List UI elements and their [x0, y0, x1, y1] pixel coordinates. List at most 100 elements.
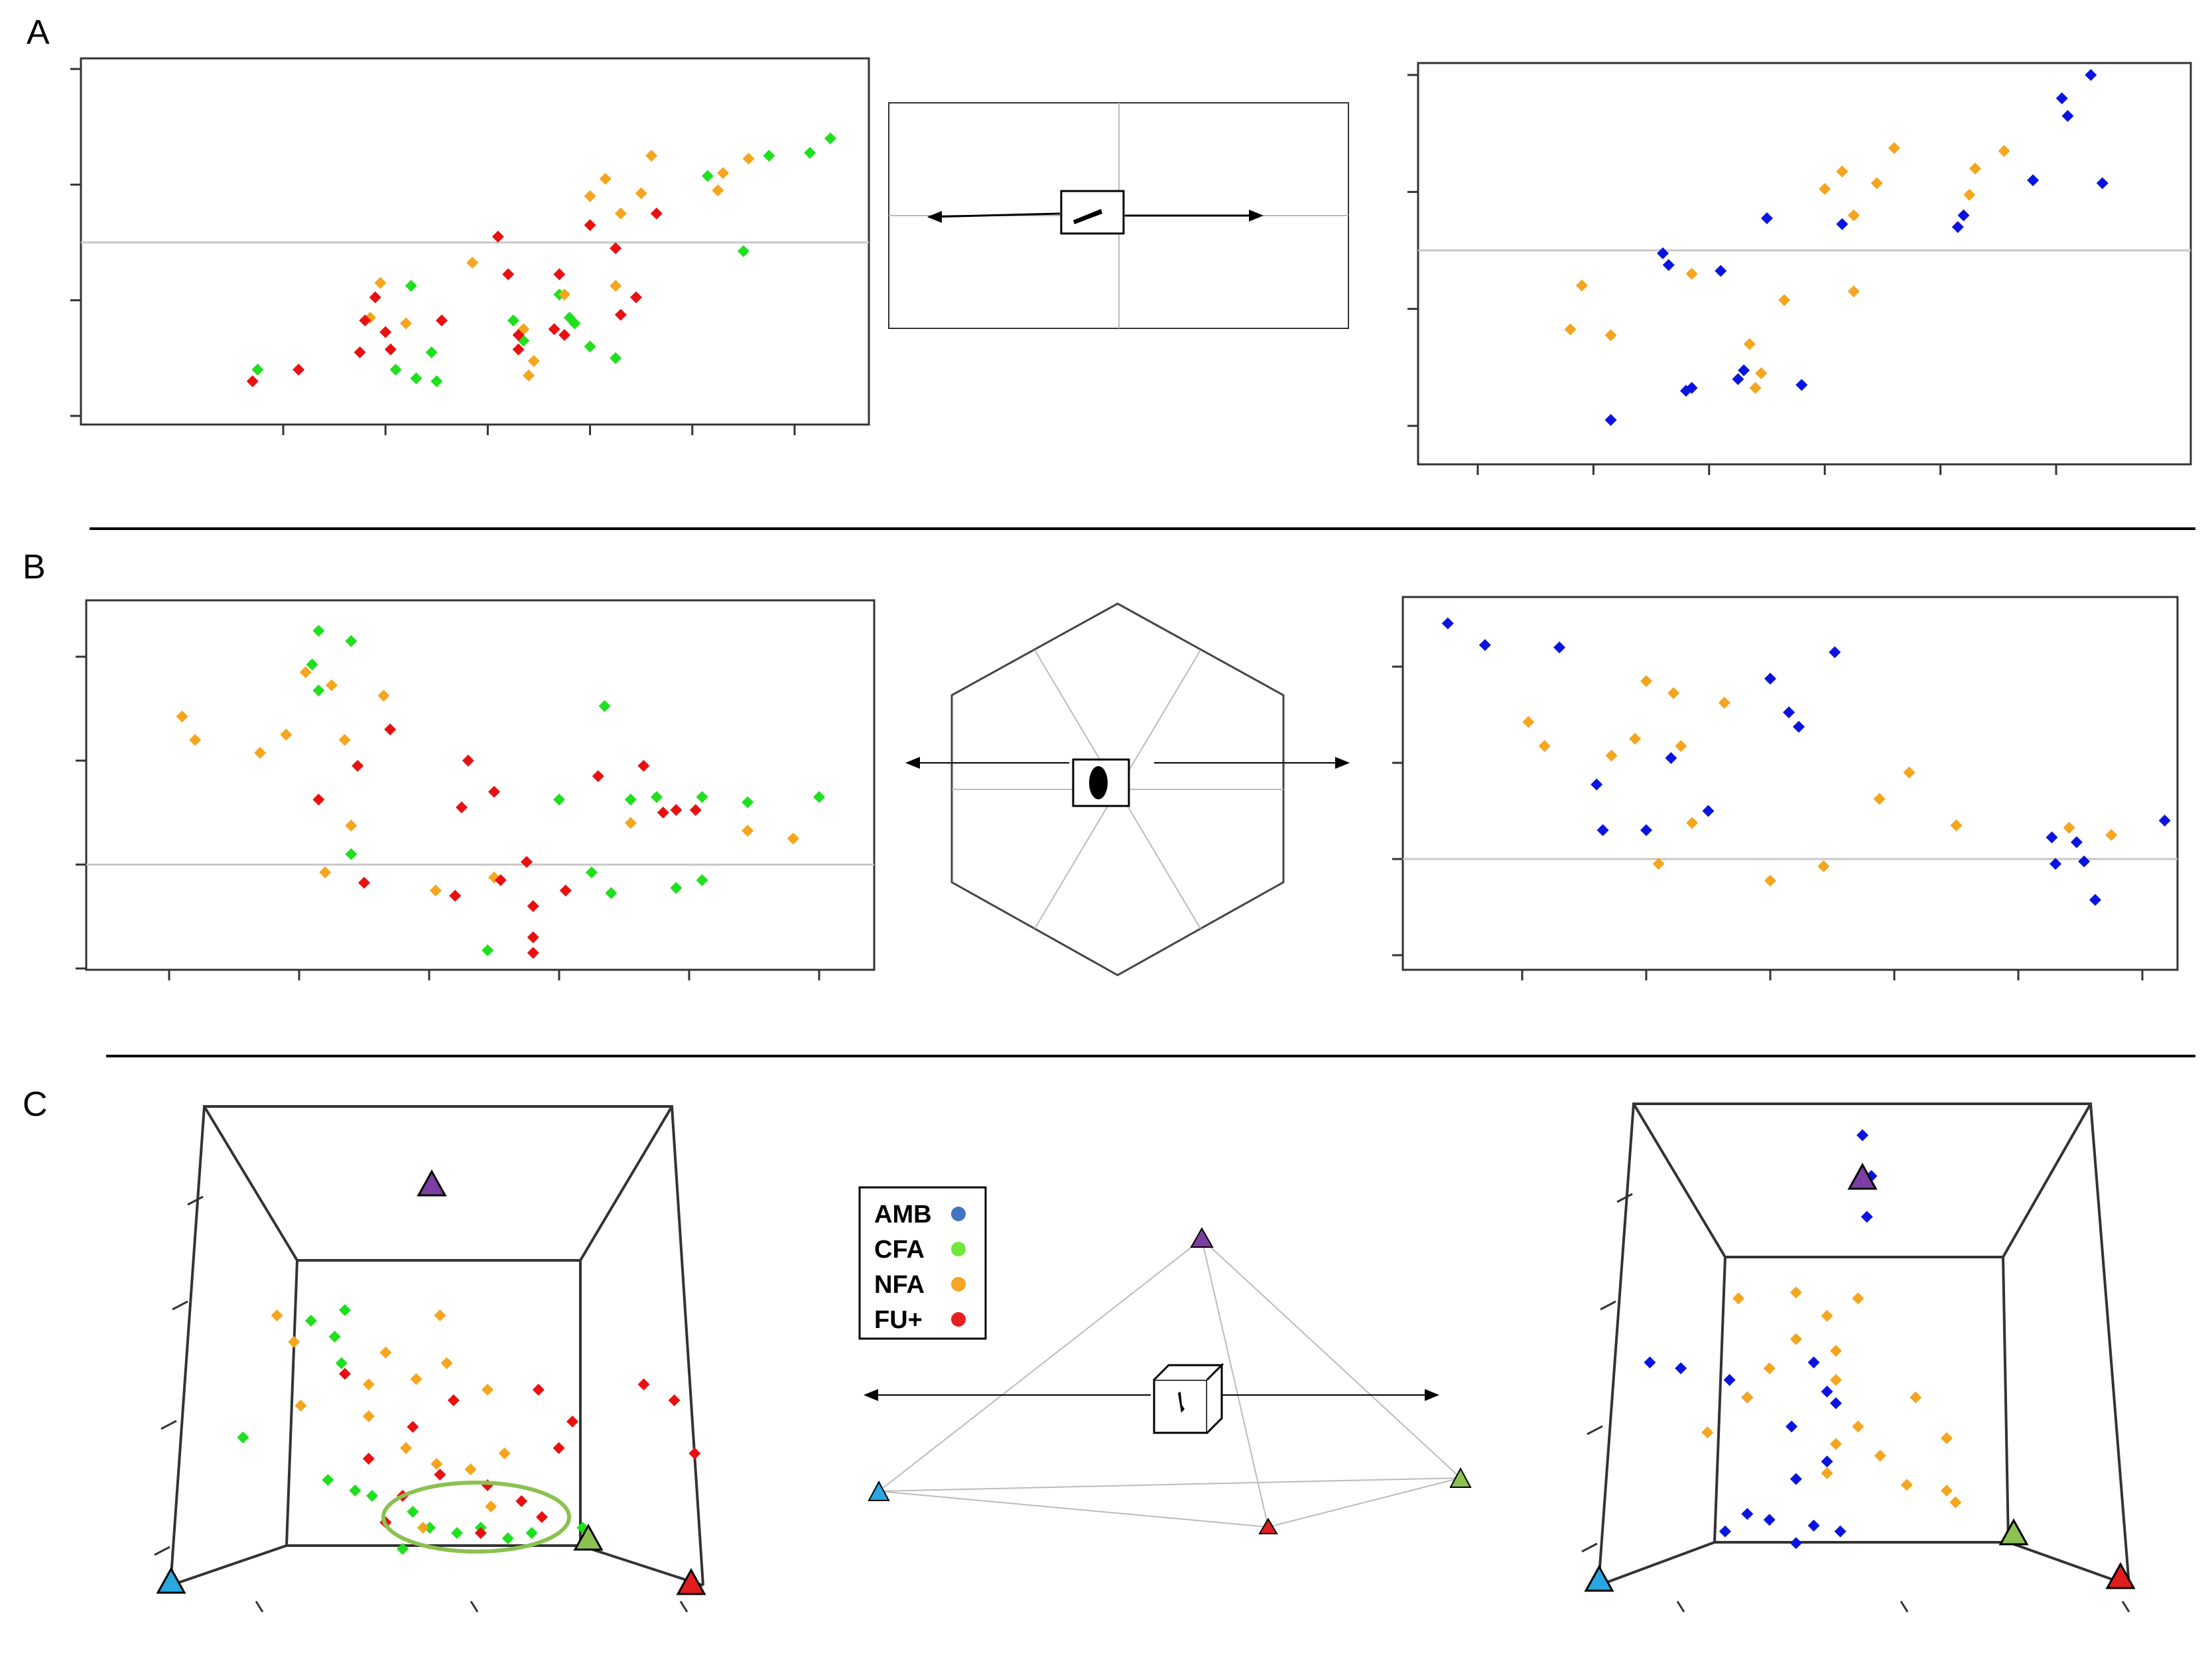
z-tick-c-ozone	[154, 1546, 170, 1556]
data-point-nfa-a-chamber	[1778, 294, 1791, 306]
data-point-amb-a-chamber	[1715, 265, 1727, 277]
data-point-nfa-a-chamber	[1575, 279, 1588, 292]
data-point-fuplus-a-ozone	[584, 219, 596, 232]
data-point-nfa-c-chamber	[1900, 1479, 1913, 1491]
data-point-nfa-b-chamber	[1675, 740, 1687, 752]
data-point-nfa-a-ozone	[645, 149, 658, 162]
data-point-fuplus-b-ozone	[592, 770, 604, 783]
z-tick-c-chamber	[1600, 1300, 1616, 1311]
inset-c-edge-2	[1201, 1238, 1461, 1479]
data-point-nfa-b-chamber	[2105, 829, 2118, 841]
data-point-cfa-a-ozone	[517, 334, 530, 347]
box-edge-c-ozone	[580, 1544, 704, 1587]
data-point-fuplus-c-ozone	[434, 1469, 446, 1481]
data-point-nfa-c-ozone	[485, 1500, 497, 1512]
data-point-nfa-a-ozone	[558, 288, 571, 300]
x-tick-c-chamber	[1900, 1601, 1909, 1613]
data-point-fuplus-b-ozone	[312, 793, 325, 806]
x-tick-c-ozone	[255, 1601, 264, 1613]
data-point-fuplus-a-ozone	[246, 375, 259, 387]
data-point-nfa-c-ozone	[294, 1400, 307, 1412]
data-point-fuplus-a-ozone	[384, 343, 397, 356]
plot-frame-a-chamber	[1417, 62, 2192, 466]
inset-a-schematic	[888, 102, 1349, 329]
legend-box	[858, 1186, 987, 1340]
data-point-amb-c-chamber	[1821, 1455, 1833, 1468]
data-point-nfa-c-chamber	[1910, 1391, 1922, 1404]
data-point-nfa-a-chamber	[1888, 142, 1900, 155]
data-point-fuplus-c-ozone	[535, 1511, 548, 1523]
data-point-nfa-b-chamber	[1718, 697, 1730, 709]
z-tick-c-chamber	[1581, 1542, 1598, 1553]
data-point-cfa-c-ozone	[501, 1532, 514, 1544]
data-point-fuplus-a-ozone	[359, 314, 371, 327]
data-point-nfa-a-chamber	[1743, 338, 1756, 350]
inset-b-arrowhead-left	[905, 757, 920, 769]
data-point-amb-a-chamber	[1604, 414, 1617, 427]
data-point-amb-a-chamber	[1657, 247, 1669, 259]
data-point-nfa-b-ozone	[280, 728, 293, 741]
inset-c-edge-1	[878, 1238, 1203, 1492]
data-point-nfa-c-ozone	[271, 1309, 283, 1321]
data-point-fuplus-a-ozone	[491, 230, 504, 243]
data-point-nfa-b-chamber	[2063, 821, 2075, 834]
data-point-amb-b-chamber	[2046, 831, 2058, 844]
inset-c-edge-6	[1268, 1477, 1461, 1528]
inset-b-schematic	[905, 602, 1350, 976]
data-point-cfa-c-ozone	[397, 1543, 409, 1555]
data-point-nfa-a-ozone	[635, 187, 647, 200]
data-point-cfa-b-ozone	[482, 944, 494, 957]
data-point-fuplus-c-ozone	[637, 1378, 650, 1390]
inset-a-arrowhead-right	[1249, 210, 1264, 222]
data-point-nfa-a-chamber	[1685, 267, 1698, 280]
data-point-nfa-a-chamber	[1969, 163, 1981, 175]
data-point-amb-c-chamber	[1789, 1473, 1802, 1485]
data-point-nfa-c-ozone	[464, 1463, 477, 1475]
data-point-nfa-c-ozone	[410, 1373, 423, 1385]
data-point-amb-c-chamber	[1860, 1211, 1873, 1223]
data-point-cfa-b-ozone	[696, 791, 708, 803]
inset-a-arrow-left	[928, 212, 1061, 218]
data-point-fuplus-c-ozone	[553, 1442, 565, 1454]
data-point-cfa-b-ozone	[651, 791, 663, 803]
data-point-fuplus-b-ozone	[521, 856, 533, 868]
data-point-nfa-b-ozone	[254, 746, 267, 759]
data-point-nfa-a-chamber	[1749, 381, 1762, 394]
data-point-nfa-c-ozone	[417, 1522, 429, 1534]
data-point-fuplus-a-ozone	[629, 291, 642, 304]
x-tick-c-ozone	[679, 1601, 688, 1613]
chart-c-ozone	[154, 1105, 706, 1613]
legend-label-fuplus: FU+	[874, 1306, 923, 1334]
data-point-nfa-a-ozone	[712, 184, 724, 197]
data-point-amb-c-chamber	[1644, 1356, 1656, 1368]
data-point-amb-a-chamber	[2055, 92, 2068, 105]
data-point-nfa-a-ozone	[584, 190, 596, 202]
data-point-cfa-c-ozone	[322, 1474, 334, 1486]
data-point-amb-b-chamber	[2049, 858, 2062, 870]
data-point-fuplus-b-ozone	[670, 804, 683, 817]
data-point-amb-b-chamber	[1596, 824, 1609, 836]
data-point-cfa-c-ozone	[339, 1304, 351, 1316]
data-point-amb-a-chamber	[1761, 212, 1773, 225]
data-point-cfa-a-ozone	[389, 364, 402, 376]
z-tick-c-chamber	[1616, 1193, 1633, 1203]
data-point-amb-b-chamber	[1665, 752, 1677, 764]
data-point-cfa-a-ozone	[425, 346, 438, 359]
data-point-nfa-b-ozone	[624, 817, 637, 829]
data-point-amb-a-chamber	[2061, 109, 2074, 122]
data-point-fuplus-c-ozone	[447, 1394, 460, 1406]
data-point-cfa-a-ozone	[584, 340, 596, 353]
data-point-nfa-b-ozone	[338, 734, 351, 746]
data-point-amb-c-chamber	[1829, 1397, 1842, 1410]
data-point-fuplus-b-ozone	[449, 890, 462, 902]
data-point-nfa-c-ozone	[400, 1442, 413, 1454]
box-edge-c-chamber	[1632, 1102, 1726, 1258]
data-point-nfa-c-chamber	[1874, 1449, 1886, 1462]
data-point-amb-a-chamber	[1795, 379, 1808, 391]
inset-c-arrowhead-left	[864, 1389, 878, 1401]
data-point-nfa-b-ozone	[742, 825, 754, 837]
data-point-fuplus-a-ozone	[548, 323, 560, 336]
panel-letter-b: B	[23, 548, 46, 586]
plot-frame-b-chamber	[1401, 596, 2179, 971]
data-point-nfa-c-chamber	[1741, 1391, 1754, 1404]
